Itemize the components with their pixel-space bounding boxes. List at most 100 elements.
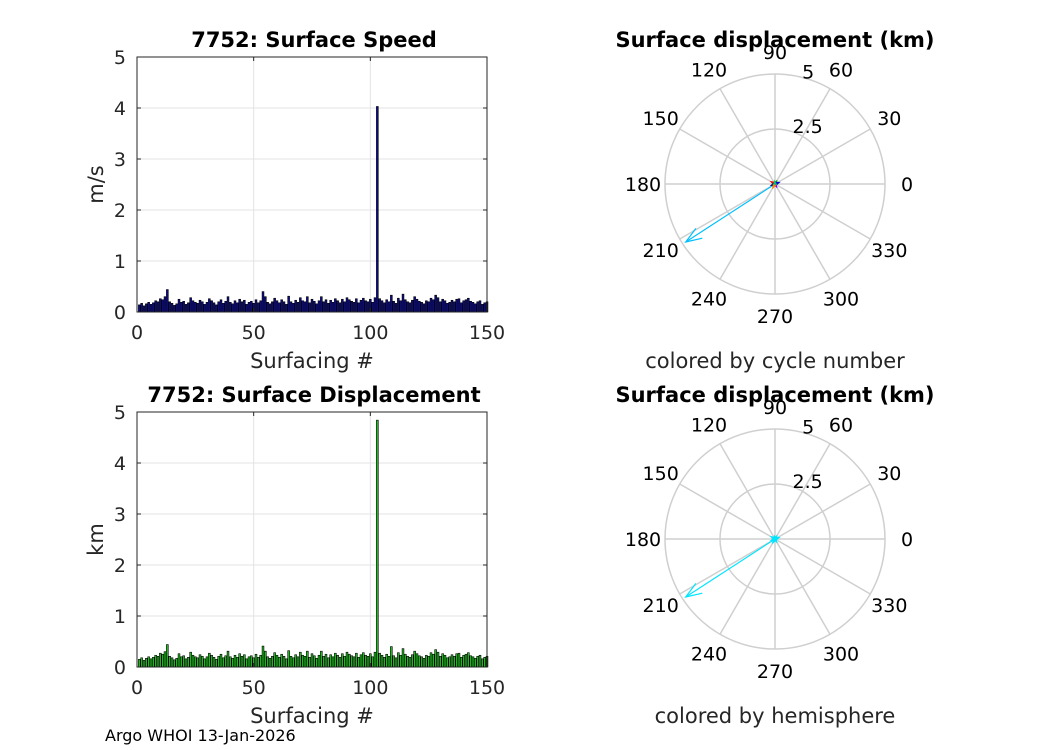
bar: [350, 300, 353, 313]
bar: [280, 299, 283, 313]
bar: [415, 653, 419, 668]
x-tick-label: 50: [242, 322, 266, 344]
angle-tick-label: 180: [625, 529, 661, 551]
bar: [313, 300, 316, 313]
vector-arrowhead: [775, 181, 781, 186]
polar-spoke: [774, 538, 871, 595]
bar: [355, 652, 358, 668]
angle-tick-label: 150: [643, 463, 679, 485]
bar: [413, 296, 416, 313]
bar: [145, 303, 148, 313]
angle-tick-label: 120: [691, 60, 727, 82]
bar: [296, 302, 300, 313]
bar: [201, 301, 204, 313]
y-tick-label: 0: [114, 302, 126, 324]
bar: [373, 651, 377, 668]
bar: [434, 649, 437, 668]
bar: [229, 302, 232, 313]
displacement-vector: [685, 183, 776, 243]
chart-caption: colored by hemisphere: [655, 704, 896, 728]
y-tick-label: 2: [114, 555, 126, 577]
angle-tick-label: 0: [901, 529, 913, 551]
chart-title: Surface displacement (km): [615, 28, 934, 52]
bar: [471, 302, 475, 313]
bar: [243, 299, 246, 313]
bar: [420, 656, 423, 668]
x-tick-label: 0: [131, 322, 143, 344]
bar: [331, 656, 335, 668]
bar: [320, 650, 323, 668]
radius-tick-label: 5: [802, 62, 814, 84]
bar: [373, 297, 377, 313]
bar: [443, 654, 447, 668]
bar: [173, 659, 176, 668]
bar: [184, 304, 188, 313]
bar: [343, 301, 346, 313]
angle-tick-label: 270: [757, 306, 793, 328]
bar: [205, 656, 209, 668]
bar: [275, 300, 279, 313]
vector-arrowhead: [684, 583, 703, 598]
bar: [182, 655, 185, 668]
bar: [254, 653, 258, 668]
bar: [168, 655, 171, 668]
bar: [231, 303, 234, 313]
polar-spoke: [719, 443, 776, 540]
bar: [460, 657, 463, 668]
angle-tick-label: 90: [763, 42, 787, 64]
bar: [292, 303, 295, 313]
bar: [448, 302, 451, 313]
angle-tick-label: 0: [901, 174, 913, 196]
bar: [156, 655, 160, 668]
bar: [257, 657, 260, 668]
bar: [338, 657, 342, 668]
bar: [138, 659, 141, 668]
bar: [306, 296, 309, 313]
bar: [156, 301, 160, 313]
plot-area: [137, 57, 487, 312]
bar: [264, 650, 267, 668]
bar: [142, 660, 146, 668]
bar: [203, 658, 206, 668]
bar: [362, 652, 365, 668]
bar: [467, 652, 470, 668]
bar: [266, 302, 269, 313]
bar: [390, 646, 393, 668]
bar: [275, 654, 279, 668]
bar: [243, 654, 246, 668]
bar: [184, 658, 188, 668]
bar: [166, 289, 169, 313]
bar: [467, 297, 470, 313]
bar: [322, 301, 325, 313]
bar: [194, 302, 197, 313]
y-tick-label: 3: [114, 149, 126, 171]
bar-chart-0: 0 50 100 150 0 1 2 3 4 5 7752: Surface Speed Surfac…: [84, 28, 505, 373]
bar: [170, 657, 174, 668]
bar: [471, 656, 475, 668]
bar: [411, 654, 414, 668]
bar: [250, 655, 253, 668]
polar-spoke: [719, 183, 776, 280]
bar: [317, 300, 321, 313]
bar: [236, 657, 239, 668]
bar: [364, 300, 367, 313]
bar: [273, 297, 276, 313]
bar: [483, 657, 486, 668]
angle-tick-label: 60: [829, 415, 853, 437]
bar: [217, 301, 220, 313]
bar: [229, 656, 232, 668]
bar: [215, 659, 218, 668]
bar: [240, 655, 244, 668]
bar: [210, 654, 213, 668]
bar: [397, 652, 400, 668]
bar: [401, 293, 405, 313]
angle-tick-label: 120: [691, 415, 727, 437]
bar: [226, 650, 230, 668]
bar: [455, 298, 458, 313]
bar: [299, 297, 302, 313]
bar: [464, 653, 468, 668]
polar-spoke: [719, 88, 776, 185]
bar: [306, 650, 309, 668]
polar-spoke: [774, 128, 871, 185]
bar: [378, 652, 381, 668]
